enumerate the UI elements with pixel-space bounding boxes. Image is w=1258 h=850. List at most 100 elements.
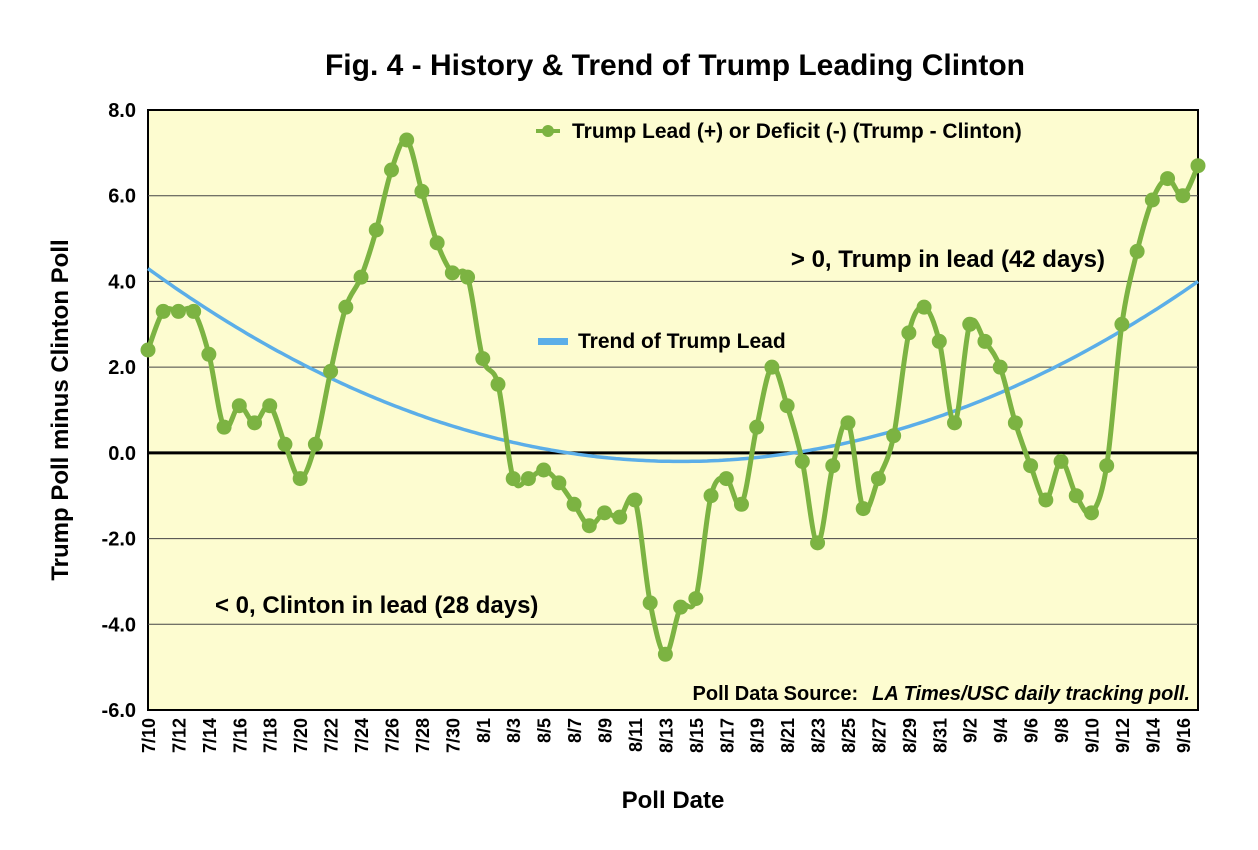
data-point xyxy=(612,509,628,525)
data-point xyxy=(947,415,963,431)
legend-series: Trump Lead (+) or Deficit (-) (Trump - C… xyxy=(536,120,1022,143)
data-point xyxy=(794,453,810,469)
chart-title: Fig. 4 - History & Trend of Trump Leadin… xyxy=(325,49,1025,82)
data-point xyxy=(657,646,673,662)
x-tick-label: 9/8 xyxy=(1052,718,1072,743)
y-tick-label: 6.0 xyxy=(108,186,136,208)
source-text: LA Times/USC daily tracking poll. xyxy=(872,683,1190,705)
data-point xyxy=(1160,171,1176,187)
plot-area xyxy=(147,109,1199,711)
data-point xyxy=(703,488,719,504)
x-tick-label: 8/31 xyxy=(930,718,950,753)
data-point xyxy=(1038,492,1054,508)
x-tick-label: 7/16 xyxy=(230,718,250,753)
data-point xyxy=(870,471,886,487)
x-tick-label: 7/20 xyxy=(291,718,311,753)
data-point xyxy=(490,376,506,392)
x-tick-label: 9/2 xyxy=(961,718,981,743)
annotation-clinton-lead: < 0, Clinton in lead (28 days) xyxy=(215,592,538,619)
legend-trend-label: Trend of Trump Lead xyxy=(578,330,786,353)
data-point xyxy=(673,599,689,615)
legend-series-label: Trump Lead (+) or Deficit (-) (Trump - C… xyxy=(572,120,1022,143)
data-point xyxy=(566,496,582,512)
data-point xyxy=(1190,158,1206,174)
x-tick-label: 7/22 xyxy=(322,718,342,753)
data-point xyxy=(201,346,217,362)
data-point xyxy=(140,342,156,358)
x-tick-label: 8/29 xyxy=(900,718,920,753)
data-point xyxy=(170,303,186,319)
x-tick-label: 8/27 xyxy=(869,718,889,753)
data-point xyxy=(718,471,734,487)
data-point xyxy=(1068,488,1084,504)
data-point xyxy=(1083,505,1099,521)
legend-trend-swatch xyxy=(538,338,568,345)
data-point xyxy=(155,303,171,319)
data-point xyxy=(810,535,826,551)
x-tick-label: 9/4 xyxy=(991,718,1011,743)
data-point xyxy=(597,505,613,521)
x-tick-label: 7/26 xyxy=(382,718,402,753)
data-point xyxy=(1053,453,1069,469)
data-point xyxy=(353,269,369,285)
data-point xyxy=(992,359,1008,375)
y-tick-label: -4.0 xyxy=(102,614,136,636)
source-label: Poll Data Source: xyxy=(693,683,859,705)
data-point xyxy=(399,132,415,148)
x-tick-label: 9/16 xyxy=(1174,718,1194,753)
x-tick-label: 8/17 xyxy=(717,718,737,753)
y-tick-label: 8.0 xyxy=(108,100,136,122)
x-tick-label: 7/28 xyxy=(413,718,433,753)
data-point xyxy=(779,398,795,414)
data-point xyxy=(1114,316,1130,332)
x-tick-label: 8/7 xyxy=(565,718,585,743)
data-point xyxy=(551,475,567,491)
data-point xyxy=(1007,415,1023,431)
data-point xyxy=(931,333,947,349)
trend-line xyxy=(146,267,1200,464)
data-point xyxy=(475,351,491,367)
data-point xyxy=(627,492,643,508)
data-point xyxy=(916,299,932,315)
x-tick-label: 7/10 xyxy=(139,718,159,753)
data-point xyxy=(383,162,399,178)
data-point xyxy=(247,415,263,431)
data-point xyxy=(855,501,871,517)
x-tick-label: 8/11 xyxy=(626,718,646,752)
data-point xyxy=(1099,458,1115,474)
y-tick-label: -6.0 xyxy=(102,700,136,722)
x-tick-label: 8/21 xyxy=(778,718,798,753)
x-tick-label: 9/6 xyxy=(1022,718,1042,743)
x-tick-label: 7/24 xyxy=(352,718,372,753)
data-point xyxy=(642,595,658,611)
legend-series-marker xyxy=(542,125,554,137)
x-tick-label: 8/25 xyxy=(839,718,859,753)
data-point xyxy=(581,518,597,534)
data-point xyxy=(323,363,339,379)
x-tick-label: 8/9 xyxy=(596,718,616,743)
y-axis-ticks: 8.0 6.0 4.0 2.0 0.0 -2.0 -4.0 -6.0 xyxy=(102,100,136,722)
x-tick-label: 8/23 xyxy=(809,718,829,753)
data-point xyxy=(429,235,445,251)
x-tick-label: 7/30 xyxy=(443,718,463,753)
data-point xyxy=(414,183,430,199)
data-point xyxy=(1023,458,1039,474)
data-point xyxy=(962,316,978,332)
x-axis-label: Poll Date xyxy=(622,787,725,814)
x-tick-label: 7/18 xyxy=(261,718,281,753)
data-point xyxy=(977,333,993,349)
x-tick-label: 9/12 xyxy=(1113,718,1133,753)
data-point xyxy=(216,419,232,435)
data-point xyxy=(277,436,293,452)
data-point xyxy=(505,471,521,487)
data-point xyxy=(840,415,856,431)
legend-trend: Trend of Trump Lead xyxy=(538,330,786,353)
x-tick-label: 8/3 xyxy=(504,718,524,743)
data-point xyxy=(901,325,917,341)
data-point xyxy=(749,419,765,435)
y-tick-label: 4.0 xyxy=(108,271,136,293)
data-point xyxy=(1129,243,1145,259)
data-point xyxy=(825,458,841,474)
data-point xyxy=(733,496,749,512)
